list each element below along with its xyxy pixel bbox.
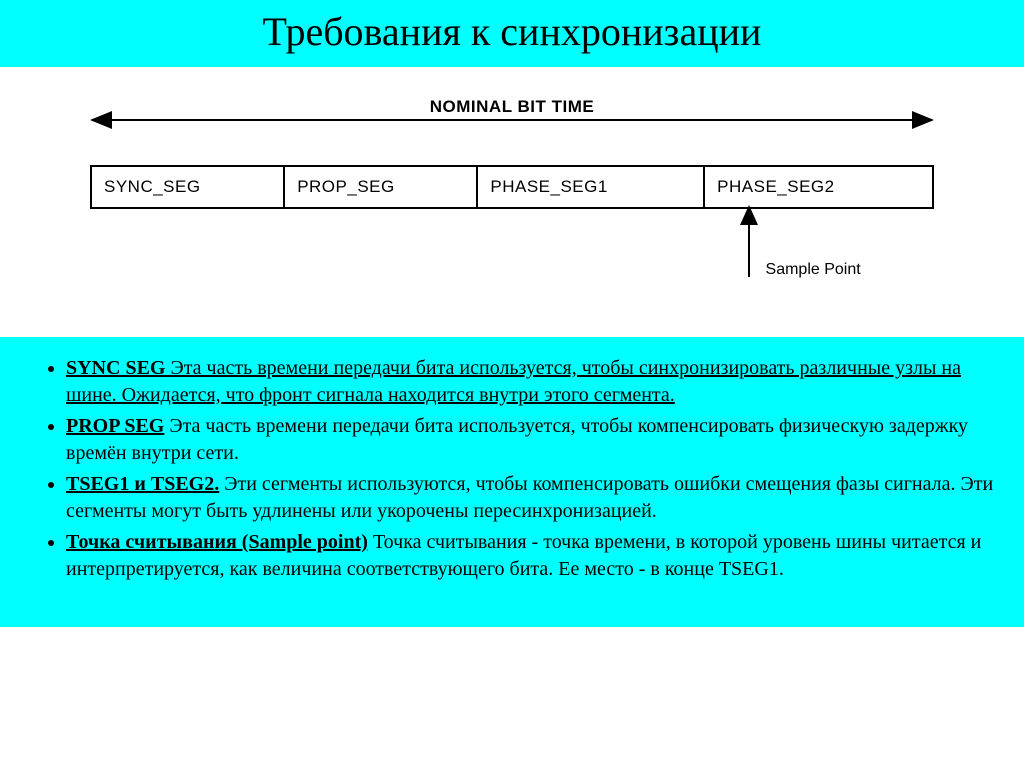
term-label: Точка считывания (Sample point) [66, 531, 368, 553]
dim-label: NOMINAL BIT TIME [90, 97, 934, 117]
up-arrow-icon [748, 207, 750, 277]
segment-cell: PHASE_SEG2 [705, 167, 932, 207]
description-list: SYNC SEG Эта часть времени передачи бита… [30, 355, 994, 583]
term-label: SYNC SEG [66, 357, 165, 379]
term-text: Эта часть времени передачи бита использу… [66, 357, 961, 406]
segment-cell: PROP_SEG [285, 167, 478, 207]
double-arrow-icon [92, 119, 932, 121]
descriptions: SYNC SEG Эта часть времени передачи бита… [0, 337, 1024, 627]
term-label: TSEG1 и TSEG2. [66, 473, 219, 495]
sample-point-label: Sample Point [766, 261, 861, 279]
title-bar: Требования к синхронизации [0, 0, 1024, 67]
term-text: Эта часть времени передачи бита использу… [66, 415, 968, 464]
list-item: SYNC SEG Эта часть времени передачи бита… [66, 355, 994, 409]
page-title: Требования к синхронизации [0, 8, 1024, 55]
sample-point-marker: Sample Point [748, 207, 750, 277]
list-item: TSEG1 и TSEG2. Эти сегменты используются… [66, 471, 994, 525]
list-item: PROP SEG Эта часть времени передачи бита… [66, 413, 994, 467]
segment-row: SYNC_SEGPROP_SEGPHASE_SEG1PHASE_SEG2 [90, 165, 934, 209]
term-label: PROP SEG [66, 415, 164, 437]
segment-cell: PHASE_SEG1 [478, 167, 705, 207]
bit-time-diagram: NOMINAL BIT TIME SYNC_SEGPROP_SEGPHASE_S… [0, 67, 1024, 337]
list-item: Точка считывания (Sample point) Точка сч… [66, 529, 994, 583]
dim-line [90, 119, 934, 147]
segment-cell: SYNC_SEG [92, 167, 285, 207]
